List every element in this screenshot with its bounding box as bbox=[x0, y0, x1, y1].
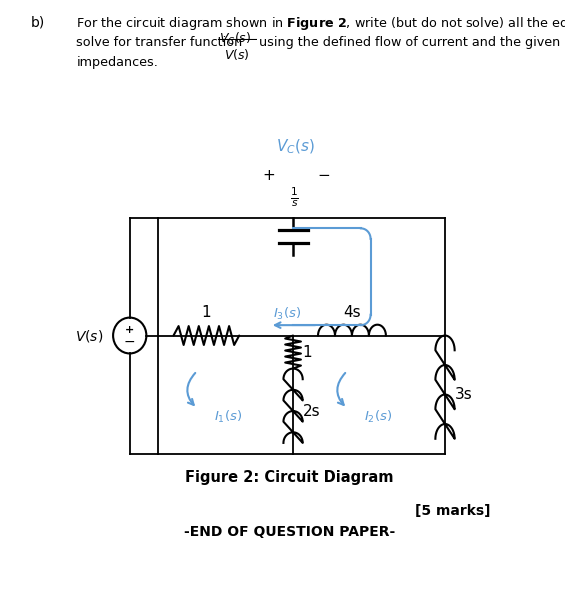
Text: $I_2(s)$: $I_2(s)$ bbox=[364, 408, 392, 425]
Text: −: − bbox=[318, 167, 330, 183]
Text: −: − bbox=[124, 335, 136, 349]
Text: 4s: 4s bbox=[343, 305, 361, 320]
Text: 1: 1 bbox=[202, 305, 211, 320]
Text: 1: 1 bbox=[303, 345, 312, 360]
Text: $V(s)$: $V(s)$ bbox=[224, 47, 250, 61]
Text: -END OF QUESTION PAPER-: -END OF QUESTION PAPER- bbox=[184, 525, 395, 539]
Text: For the circuit diagram shown in $\bf{Figure\ 2}$, write (but do not solve) all : For the circuit diagram shown in $\bf{Fi… bbox=[76, 15, 565, 32]
Text: +: + bbox=[125, 325, 134, 335]
Text: [5 marks]: [5 marks] bbox=[415, 504, 491, 518]
Text: $\frac{1}{s}$: $\frac{1}{s}$ bbox=[290, 186, 299, 210]
Text: $I_1(s)$: $I_1(s)$ bbox=[214, 408, 242, 425]
Text: using the defined flow of current and the given: using the defined flow of current and th… bbox=[259, 36, 560, 48]
Text: $V_C(s)$: $V_C(s)$ bbox=[219, 31, 251, 47]
Text: b): b) bbox=[31, 15, 45, 29]
Text: $V(s)$: $V(s)$ bbox=[75, 327, 103, 343]
Text: Figure 2: Circuit Diagram: Figure 2: Circuit Diagram bbox=[185, 470, 394, 485]
Text: $V_C(s)$: $V_C(s)$ bbox=[276, 138, 315, 156]
Text: solve for transfer function: solve for transfer function bbox=[76, 36, 242, 48]
Text: 2s: 2s bbox=[303, 403, 320, 419]
Text: impedances.: impedances. bbox=[76, 56, 158, 69]
Text: $I_3(s)$: $I_3(s)$ bbox=[273, 306, 302, 322]
Text: +: + bbox=[263, 167, 275, 183]
Text: 3s: 3s bbox=[455, 387, 472, 402]
